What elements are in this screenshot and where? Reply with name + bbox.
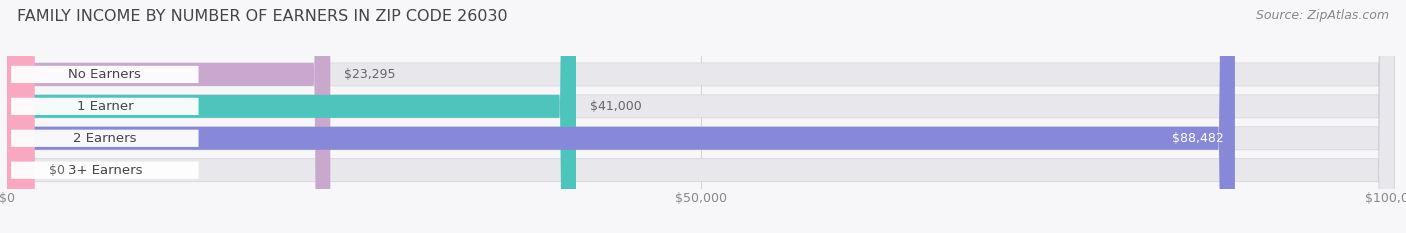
FancyBboxPatch shape: [11, 66, 198, 83]
Text: No Earners: No Earners: [69, 68, 141, 81]
FancyBboxPatch shape: [11, 162, 198, 179]
FancyBboxPatch shape: [11, 130, 198, 147]
FancyBboxPatch shape: [7, 0, 1395, 233]
FancyBboxPatch shape: [7, 0, 1395, 233]
Text: $23,295: $23,295: [344, 68, 395, 81]
FancyBboxPatch shape: [7, 0, 1234, 233]
Text: $88,482: $88,482: [1173, 132, 1223, 145]
FancyBboxPatch shape: [7, 0, 1395, 233]
Text: $41,000: $41,000: [591, 100, 641, 113]
Text: Source: ZipAtlas.com: Source: ZipAtlas.com: [1256, 9, 1389, 22]
FancyBboxPatch shape: [7, 0, 1395, 233]
FancyBboxPatch shape: [7, 0, 576, 233]
Text: 1 Earner: 1 Earner: [76, 100, 134, 113]
FancyBboxPatch shape: [7, 0, 330, 233]
Text: $0: $0: [49, 164, 65, 177]
Text: 3+ Earners: 3+ Earners: [67, 164, 142, 177]
FancyBboxPatch shape: [11, 98, 198, 115]
Text: 2 Earners: 2 Earners: [73, 132, 136, 145]
FancyBboxPatch shape: [7, 0, 35, 233]
Text: FAMILY INCOME BY NUMBER OF EARNERS IN ZIP CODE 26030: FAMILY INCOME BY NUMBER OF EARNERS IN ZI…: [17, 9, 508, 24]
